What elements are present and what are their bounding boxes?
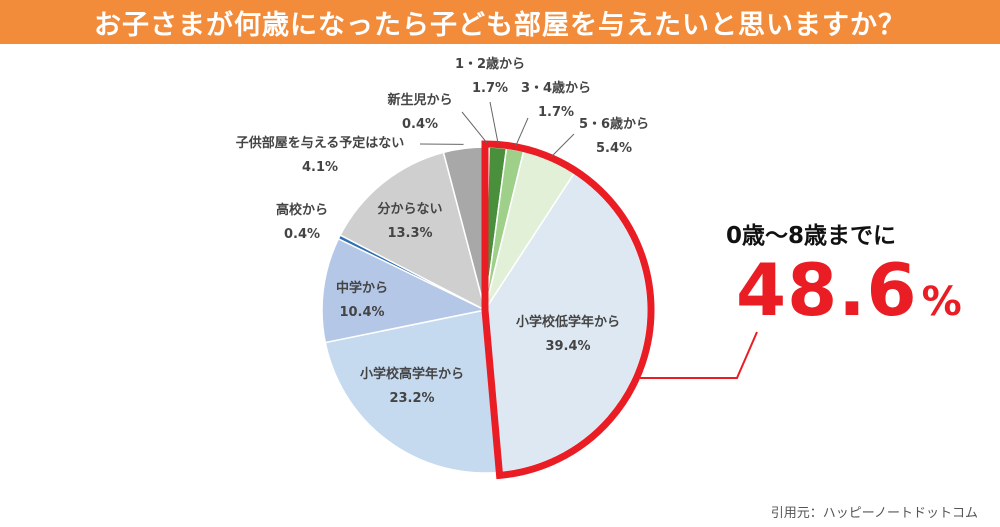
slice-value-5: 23.2% — [389, 391, 434, 406]
slice-label-9: 子供部屋を与える予定はない — [236, 135, 405, 151]
slice-value-0: 0.4% — [402, 117, 438, 132]
slice-label-8: 分からない — [377, 201, 442, 217]
source-credit: 引用元：ハッピーノートドットコム — [770, 506, 978, 521]
title-bar: お子さまが何歳になったら子ども部屋を与えたいと思いますか？ — [0, 0, 1000, 44]
leader-line-0 — [461, 111, 488, 144]
highlight-outline — [481, 140, 655, 480]
slice-label-1: 1・2歳から — [455, 56, 525, 72]
page-title: お子さまが何歳になったら子ども部屋を与えたいと思いますか？ — [94, 9, 906, 41]
callout-number: 48.6 — [736, 248, 918, 332]
slice-value-9: 4.1% — [302, 160, 338, 175]
slice-label-7: 高校から — [276, 202, 328, 218]
slice-label-5: 小学校高学年から — [360, 366, 464, 382]
callout-value: 48.6% — [736, 248, 962, 332]
slice-value-4: 39.4% — [545, 339, 590, 354]
callout-unit: % — [921, 279, 962, 325]
leader-line-2 — [515, 117, 529, 147]
slice-label-3: 5・6歳から — [579, 116, 649, 132]
slice-value-7: 0.4% — [284, 227, 320, 242]
leader-line-1 — [489, 101, 499, 144]
pie-slice-8 — [339, 151, 487, 312]
slice-value-1: 1.7% — [472, 81, 508, 96]
pie-slice-6 — [321, 237, 488, 344]
slice-value-2: 1.7% — [538, 105, 574, 120]
slice-value-3: 5.4% — [596, 141, 632, 156]
slice-label-4: 小学校低学年から — [516, 314, 620, 330]
leader-line-3 — [550, 133, 575, 158]
pie-slice-5 — [324, 309, 501, 474]
slice-label-6: 中学から — [336, 280, 388, 296]
slice-label-0: 新生児から — [387, 92, 452, 108]
slice-value-8: 13.3% — [387, 226, 432, 241]
slice-label-2: 3・4歳から — [521, 80, 591, 96]
slice-value-6: 10.4% — [339, 305, 384, 320]
callout-connector — [640, 331, 758, 379]
callout-heading: 0歳〜8歳までに — [726, 223, 897, 249]
